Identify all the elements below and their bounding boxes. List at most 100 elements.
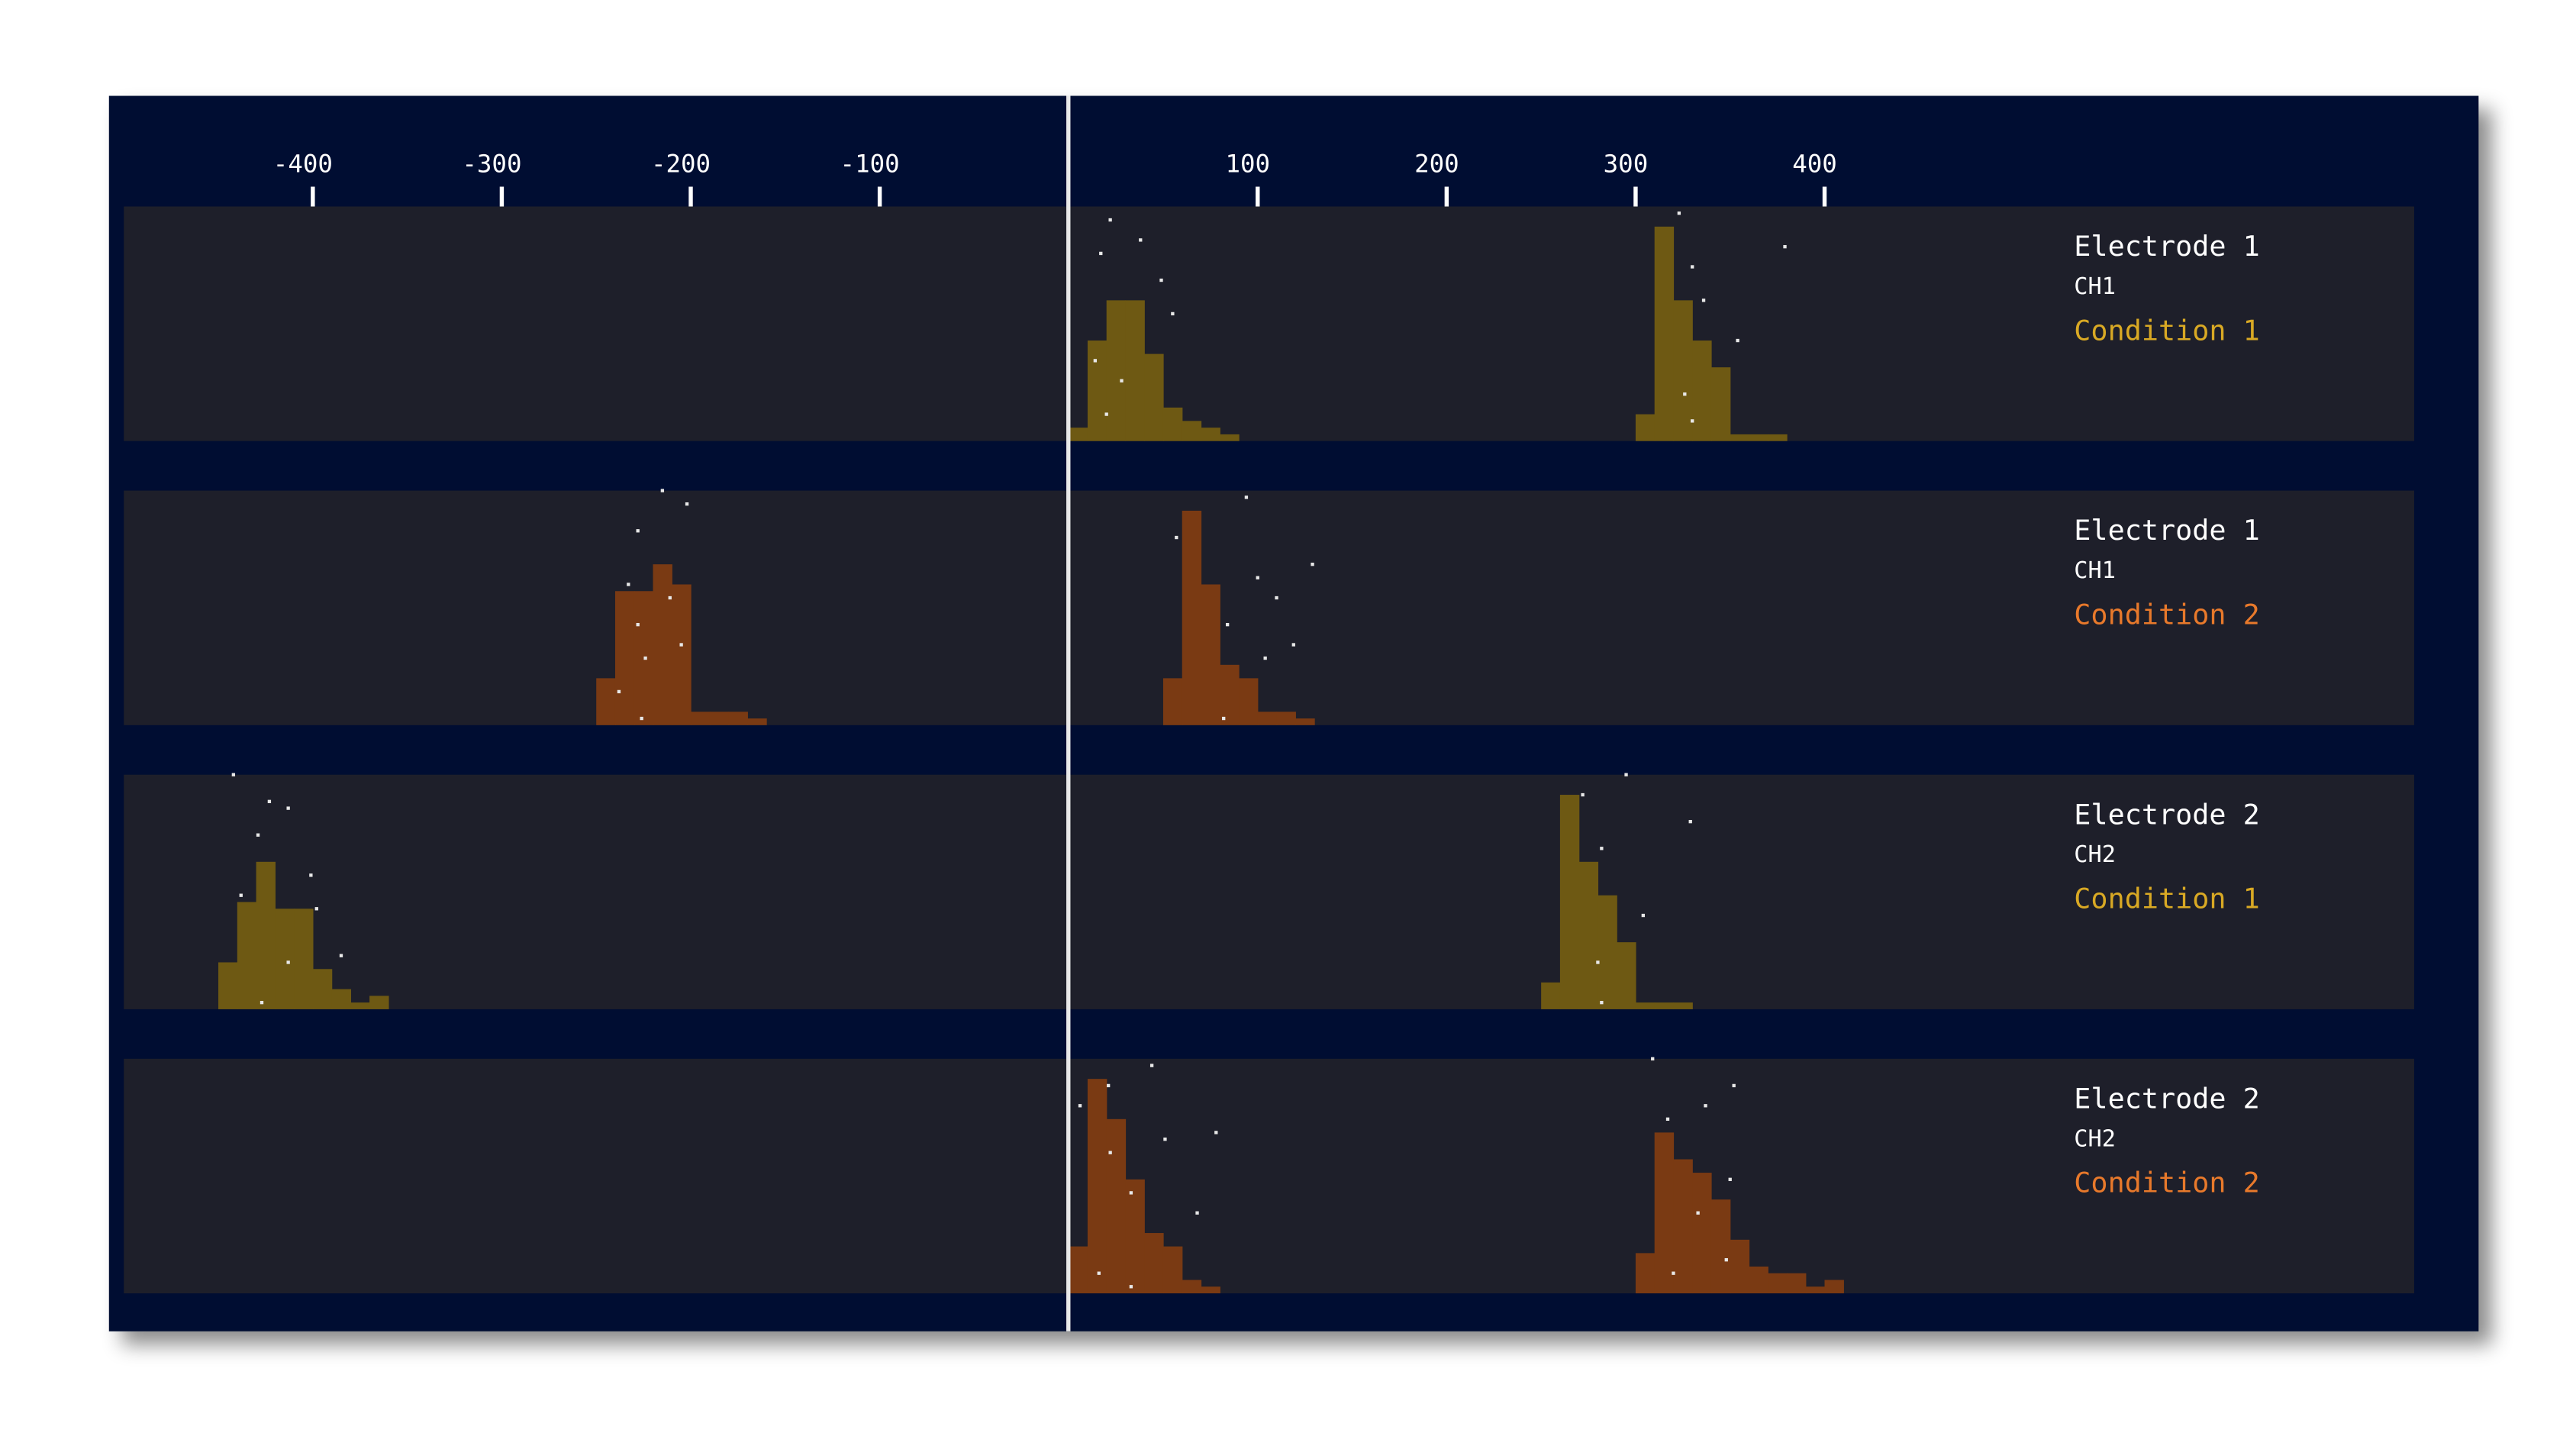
x-tick-label: 300: [1604, 149, 1649, 178]
histogram-bar: [1730, 1239, 1750, 1294]
spike-dot: [1139, 238, 1143, 242]
spike-dot: [685, 502, 689, 506]
histogram-bar: [1710, 1199, 1731, 1294]
spike-dot: [1163, 1137, 1167, 1141]
x-tick-label: 100: [1225, 149, 1270, 178]
histogram-bar: [1559, 795, 1580, 1009]
histogram-bar: [1598, 895, 1617, 1009]
histogram-bar: [1201, 428, 1220, 441]
spike-dot: [1244, 495, 1249, 499]
panel-background: [124, 206, 2414, 441]
spike-dot: [1149, 1064, 1154, 1067]
x-tick-label: 400: [1792, 149, 1837, 178]
condition-label: Condition 1: [2074, 883, 2259, 915]
spike-dot: [1665, 1117, 1670, 1121]
spike-dot: [1175, 535, 1178, 540]
spike-dot: [1311, 562, 1314, 566]
histogram-bar: [1220, 434, 1240, 441]
spike-dot: [1600, 847, 1604, 850]
histogram-bar: [672, 584, 692, 725]
histogram-bar: [709, 712, 730, 725]
histogram-bar: [1768, 1273, 1788, 1294]
spike-dot: [1104, 412, 1108, 416]
panel-background: [124, 1058, 2414, 1294]
histogram-bar: [1654, 1132, 1675, 1294]
histogram-bar: [218, 962, 238, 1009]
histogram-bar: [1805, 1286, 1826, 1294]
spike-dot: [1225, 622, 1230, 627]
spike-dot: [1641, 913, 1646, 918]
spike-dot: [1581, 792, 1585, 797]
histogram-bar: [1257, 712, 1278, 725]
histogram-bar: [275, 909, 295, 1009]
spike-dot: [1701, 299, 1706, 302]
histogram-bar: [1162, 678, 1183, 725]
histogram-bar: [747, 718, 767, 725]
histogram-bar: [1182, 421, 1202, 441]
spike-dot: [286, 806, 290, 810]
spike-dot: [1222, 716, 1226, 721]
histogram-bar: [1106, 1118, 1127, 1294]
x-tick-label: -400: [273, 149, 333, 178]
spike-dot: [1728, 1177, 1732, 1181]
histogram-bar: [1635, 1002, 1656, 1009]
histogram-bar: [596, 678, 616, 725]
channel-label: CH1: [2074, 557, 2116, 584]
histogram-bar: [1069, 428, 1088, 441]
spike-dot: [1108, 218, 1112, 222]
spike-dot: [1672, 1271, 1675, 1275]
histogram-bar: [1201, 1286, 1220, 1294]
histogram-bar: [294, 909, 314, 1009]
histogram-bar: [653, 564, 672, 725]
spike-dot: [1195, 1211, 1199, 1215]
spike-dot: [1691, 419, 1694, 423]
spike-dot: [1099, 251, 1103, 256]
spike-dot: [660, 489, 665, 492]
histogram-bar: [1162, 1246, 1183, 1294]
histogram-bar: [1162, 407, 1183, 441]
spike-dot: [1651, 1057, 1655, 1060]
spike-dot: [256, 833, 260, 837]
histogram-bar: [1541, 982, 1561, 1009]
spike-dot: [643, 656, 647, 660]
spike-dot: [1159, 278, 1163, 282]
spike-dot: [1732, 1083, 1736, 1088]
electrode-label: Electrode 1: [2074, 230, 2259, 263]
histogram-bar: [1673, 1002, 1693, 1009]
spike-dot: [679, 643, 683, 647]
histogram-bar: [1654, 1002, 1675, 1009]
spike-dot: [1078, 1104, 1082, 1108]
histogram-bar: [1220, 664, 1240, 725]
histogram-bar: [237, 902, 257, 1009]
spike-dot: [309, 873, 313, 877]
x-tick-label: -300: [462, 149, 521, 178]
histogram-bar: [1824, 1280, 1844, 1294]
histogram-bar: [369, 996, 389, 1009]
spike-dot: [1129, 1191, 1133, 1195]
spike-dot: [1263, 656, 1267, 660]
spike-dot: [1256, 576, 1259, 579]
histogram-bar: [1617, 942, 1636, 1009]
spike-dot: [1129, 1285, 1133, 1289]
spike-dot: [636, 529, 640, 533]
spike-dot: [1596, 960, 1600, 964]
electrode-label: Electrode 1: [2074, 514, 2259, 547]
histogram-bar: [1239, 678, 1259, 725]
spike-dot: [1691, 265, 1694, 269]
histogram-bar: [728, 712, 748, 725]
histogram-bar: [1692, 1173, 1712, 1294]
histogram-bar: [1692, 341, 1712, 441]
spike-dot: [1688, 819, 1692, 824]
x-tick-label: -100: [840, 149, 900, 178]
spike-dot: [640, 716, 643, 721]
spike-dot: [1783, 244, 1787, 249]
electrode-label: Electrode 2: [2074, 1082, 2259, 1115]
histogram-bar: [1276, 712, 1296, 725]
histogram-bar: [1182, 1280, 1202, 1294]
histogram-bar: [331, 989, 352, 1009]
histogram-bar: [1125, 300, 1145, 441]
spike-dot: [668, 596, 672, 600]
spike-dot: [260, 1000, 264, 1005]
spike-dot: [627, 583, 630, 586]
